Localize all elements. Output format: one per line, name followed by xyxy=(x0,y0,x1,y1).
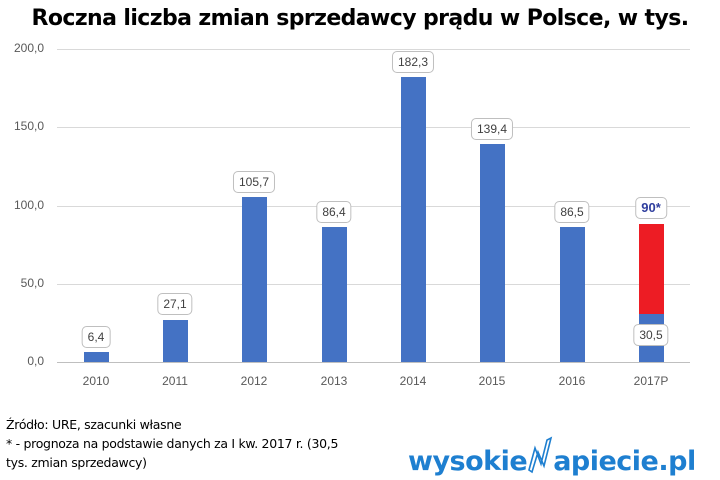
logo-text-left: wysokie xyxy=(408,446,528,477)
data-label: 30,5 xyxy=(633,324,669,346)
plot-area: 200,0 150,0 100,0 50,0 0,0 6,4 27,1 105,… xyxy=(13,41,690,388)
bar-2017p-forecast xyxy=(639,224,664,314)
bar-2011 xyxy=(163,320,188,362)
bar-2016 xyxy=(560,227,585,362)
chart-title: Roczna liczba zmian sprzedawcy prądu w P… xyxy=(31,6,690,31)
data-label: 86,4 xyxy=(316,201,352,223)
x-tick: 2016 xyxy=(558,374,586,388)
source-note: Źródło: URE, szacunki własne xyxy=(6,417,182,432)
x-tick: 2014 xyxy=(399,374,427,388)
data-label: 139,4 xyxy=(470,118,514,140)
bar-2015 xyxy=(480,144,505,362)
lightning-n-icon xyxy=(528,436,553,474)
bar-2010 xyxy=(84,352,109,362)
y-tick: 200,0 xyxy=(13,41,44,55)
x-tick: 2011 xyxy=(162,374,188,388)
data-label: 105,7 xyxy=(232,171,276,193)
bar-2012 xyxy=(242,197,267,362)
logo: wysokie apiecie.pl xyxy=(408,436,696,477)
bar-2014 xyxy=(401,77,426,362)
y-tick: 150,0 xyxy=(13,119,44,133)
data-label: 182,3 xyxy=(391,51,435,73)
y-tick: 0,0 xyxy=(27,354,44,368)
x-axis-line xyxy=(57,362,690,363)
logo-text-right: apiecie.pl xyxy=(553,446,696,477)
gridline xyxy=(57,284,690,285)
gridline xyxy=(57,206,690,207)
y-tick: 50,0 xyxy=(20,276,44,290)
gridline xyxy=(57,49,690,50)
gridline xyxy=(57,127,690,128)
data-label: 86,5 xyxy=(554,201,590,223)
data-label: 27,1 xyxy=(157,293,193,315)
bar-2013 xyxy=(322,227,347,362)
forecast-note-line1: * - prognoza na podstawie danych za I kw… xyxy=(6,436,339,451)
forecast-label: 90* xyxy=(635,197,667,219)
x-tick: 2013 xyxy=(320,374,348,388)
x-tick: 2015 xyxy=(478,374,506,388)
x-tick: 2017P xyxy=(633,374,669,388)
x-tick: 2010 xyxy=(82,374,110,388)
forecast-note-line2: tys. zmian sprzedawcy) xyxy=(6,455,147,470)
data-label: 6,4 xyxy=(81,326,111,348)
y-tick: 100,0 xyxy=(13,198,44,212)
x-tick: 2012 xyxy=(240,374,268,388)
